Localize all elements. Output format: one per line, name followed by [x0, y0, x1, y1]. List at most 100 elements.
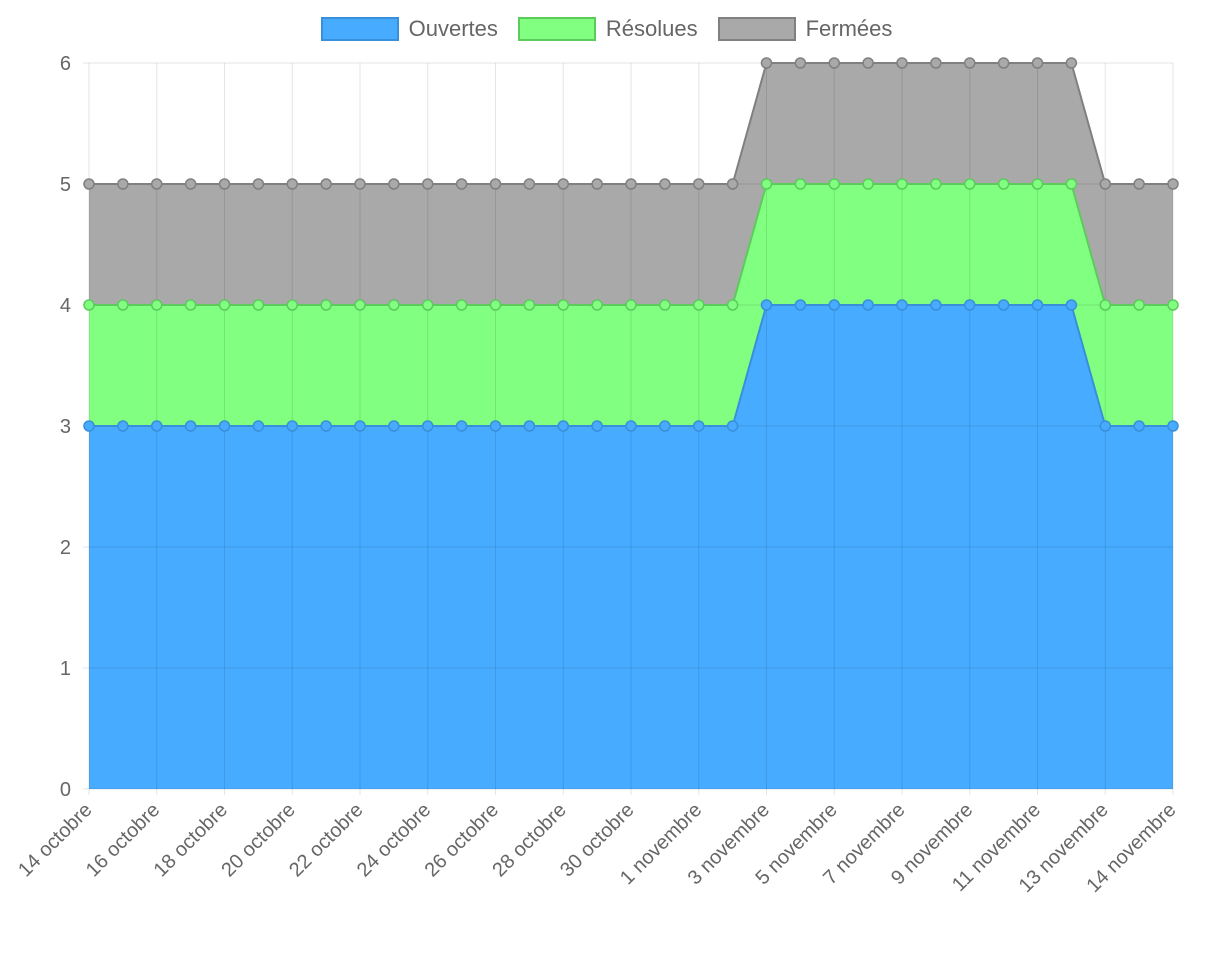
data-point[interactable] — [455, 178, 468, 190]
data-point[interactable] — [1133, 420, 1145, 432]
data-point[interactable] — [930, 57, 942, 69]
data-point[interactable] — [117, 299, 129, 311]
data-point[interactable] — [320, 299, 332, 311]
data-point[interactable] — [862, 178, 874, 190]
data-point[interactable] — [726, 420, 739, 432]
data-point[interactable] — [828, 178, 840, 190]
data-point[interactable] — [83, 178, 95, 190]
data-point[interactable] — [1133, 299, 1145, 311]
data-point[interactable] — [184, 420, 197, 432]
data-point[interactable] — [388, 299, 400, 311]
data-point[interactable] — [997, 57, 1010, 69]
data-point[interactable] — [320, 420, 332, 432]
legend-item-2[interactable]: Fermées — [717, 16, 892, 42]
data-point[interactable] — [1031, 299, 1044, 311]
data-point[interactable] — [591, 420, 603, 432]
data-point[interactable] — [83, 299, 95, 311]
data-point[interactable] — [151, 420, 163, 432]
data-point[interactable] — [726, 299, 739, 311]
data-point[interactable] — [1099, 178, 1111, 190]
data-point[interactable] — [455, 299, 468, 311]
data-point[interactable] — [117, 420, 129, 432]
data-point[interactable] — [354, 299, 366, 311]
data-point[interactable] — [659, 178, 671, 190]
data-point[interactable] — [693, 420, 705, 432]
data-point[interactable] — [286, 299, 298, 311]
data-point[interactable] — [1099, 420, 1111, 432]
data-point[interactable] — [591, 299, 603, 311]
data-point[interactable] — [320, 178, 332, 190]
data-point[interactable] — [964, 178, 976, 190]
data-point[interactable] — [760, 57, 773, 69]
data-point[interactable] — [964, 299, 976, 311]
data-point[interactable] — [862, 299, 874, 311]
data-point[interactable] — [1031, 178, 1044, 190]
data-point[interactable] — [455, 420, 468, 432]
data-point[interactable] — [252, 178, 265, 190]
data-point[interactable] — [422, 420, 434, 432]
data-point[interactable] — [354, 420, 366, 432]
data-point[interactable] — [151, 299, 163, 311]
data-point[interactable] — [896, 299, 908, 311]
data-point[interactable] — [1065, 57, 1078, 69]
data-point[interactable] — [625, 178, 637, 190]
legend-item-0[interactable]: Ouvertes — [320, 16, 498, 42]
data-point[interactable] — [997, 178, 1010, 190]
data-point[interactable] — [828, 57, 840, 69]
data-point[interactable] — [659, 299, 671, 311]
legend-item-1[interactable]: Résolues — [517, 16, 698, 42]
data-point[interactable] — [625, 420, 637, 432]
data-point[interactable] — [117, 178, 129, 190]
data-point[interactable] — [862, 57, 874, 69]
data-point[interactable] — [83, 420, 95, 432]
data-point[interactable] — [997, 299, 1010, 311]
data-point[interactable] — [218, 178, 231, 190]
data-point[interactable] — [1167, 299, 1179, 311]
data-point[interactable] — [388, 178, 400, 190]
data-point[interactable] — [184, 299, 197, 311]
data-point[interactable] — [489, 299, 502, 311]
data-point[interactable] — [726, 178, 739, 190]
data-point[interactable] — [523, 299, 536, 311]
data-point[interactable] — [794, 57, 807, 69]
data-point[interactable] — [218, 420, 231, 432]
data-point[interactable] — [794, 178, 807, 190]
data-point[interactable] — [286, 178, 298, 190]
data-point[interactable] — [489, 178, 502, 190]
data-point[interactable] — [1167, 420, 1179, 432]
data-point[interactable] — [964, 57, 976, 69]
data-point[interactable] — [422, 299, 434, 311]
data-point[interactable] — [151, 178, 163, 190]
data-point[interactable] — [828, 299, 840, 311]
data-point[interactable] — [1133, 178, 1145, 190]
data-point[interactable] — [557, 178, 569, 190]
data-point[interactable] — [354, 178, 366, 190]
data-point[interactable] — [896, 178, 908, 190]
data-point[interactable] — [286, 420, 298, 432]
data-point[interactable] — [625, 299, 637, 311]
data-point[interactable] — [659, 420, 671, 432]
data-point[interactable] — [218, 299, 231, 311]
data-point[interactable] — [693, 299, 705, 311]
data-point[interactable] — [591, 178, 603, 190]
data-point[interactable] — [1065, 299, 1078, 311]
data-point[interactable] — [523, 420, 536, 432]
data-point[interactable] — [489, 420, 502, 432]
data-point[interactable] — [422, 178, 434, 190]
data-point[interactable] — [1099, 299, 1111, 311]
data-point[interactable] — [252, 299, 265, 311]
data-point[interactable] — [930, 299, 942, 311]
data-point[interactable] — [760, 178, 773, 190]
data-point[interactable] — [1065, 178, 1078, 190]
data-point[interactable] — [930, 178, 942, 190]
data-point[interactable] — [760, 299, 773, 311]
data-point[interactable] — [896, 57, 908, 69]
data-point[interactable] — [388, 420, 400, 432]
data-point[interactable] — [794, 299, 807, 311]
data-point[interactable] — [557, 299, 569, 311]
data-point[interactable] — [557, 420, 569, 432]
data-point[interactable] — [1167, 178, 1179, 190]
data-point[interactable] — [252, 420, 265, 432]
data-point[interactable] — [693, 178, 705, 190]
data-point[interactable] — [523, 178, 536, 190]
